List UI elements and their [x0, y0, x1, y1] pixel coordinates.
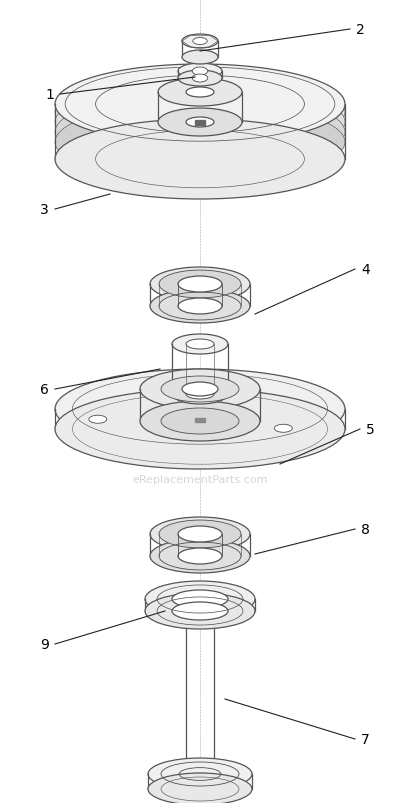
Text: eReplacementParts.com: eReplacementParts.com [132, 475, 268, 484]
Ellipse shape [161, 409, 239, 434]
Text: 8: 8 [361, 522, 370, 536]
Ellipse shape [55, 65, 345, 145]
Ellipse shape [150, 540, 250, 573]
Ellipse shape [182, 382, 218, 397]
Ellipse shape [140, 369, 260, 410]
Ellipse shape [145, 593, 255, 630]
Ellipse shape [55, 73, 345, 153]
Ellipse shape [140, 402, 260, 442]
Ellipse shape [159, 271, 241, 299]
Ellipse shape [161, 377, 239, 402]
Ellipse shape [55, 103, 345, 183]
Bar [195, 418, 205, 422]
Ellipse shape [89, 416, 107, 424]
Ellipse shape [172, 590, 228, 608]
Ellipse shape [186, 118, 214, 128]
Ellipse shape [158, 79, 242, 107]
Ellipse shape [178, 277, 222, 292]
Ellipse shape [172, 335, 228, 355]
Ellipse shape [192, 75, 208, 83]
Ellipse shape [55, 389, 345, 470]
Text: 9: 9 [40, 638, 49, 651]
Text: 5: 5 [366, 422, 375, 437]
Ellipse shape [172, 385, 228, 405]
Ellipse shape [182, 51, 218, 65]
Ellipse shape [178, 299, 222, 315]
Ellipse shape [159, 520, 241, 548]
Ellipse shape [178, 548, 222, 565]
Ellipse shape [150, 267, 250, 302]
Ellipse shape [55, 120, 345, 200]
Ellipse shape [55, 369, 345, 450]
Text: 1: 1 [45, 88, 54, 102]
Ellipse shape [178, 71, 222, 87]
Ellipse shape [150, 517, 250, 552]
Ellipse shape [192, 68, 208, 76]
Ellipse shape [186, 389, 214, 400]
Text: 3: 3 [40, 202, 49, 217]
Ellipse shape [148, 758, 252, 790]
Text: 6: 6 [40, 382, 49, 397]
Ellipse shape [210, 376, 228, 384]
Text: 2: 2 [356, 23, 365, 37]
Ellipse shape [186, 88, 214, 98]
Ellipse shape [186, 589, 214, 599]
Ellipse shape [178, 64, 222, 80]
Ellipse shape [158, 109, 242, 137]
Ellipse shape [178, 526, 222, 542]
Ellipse shape [172, 602, 228, 620]
Text: 7: 7 [361, 732, 370, 746]
Ellipse shape [186, 340, 214, 349]
Text: 4: 4 [361, 263, 370, 277]
Ellipse shape [182, 35, 218, 49]
Ellipse shape [193, 39, 207, 46]
Ellipse shape [145, 581, 255, 618]
Bar [195, 120, 205, 126]
Ellipse shape [55, 93, 345, 173]
Ellipse shape [55, 83, 345, 163]
Ellipse shape [150, 290, 250, 324]
Ellipse shape [148, 773, 252, 803]
Ellipse shape [274, 425, 292, 433]
